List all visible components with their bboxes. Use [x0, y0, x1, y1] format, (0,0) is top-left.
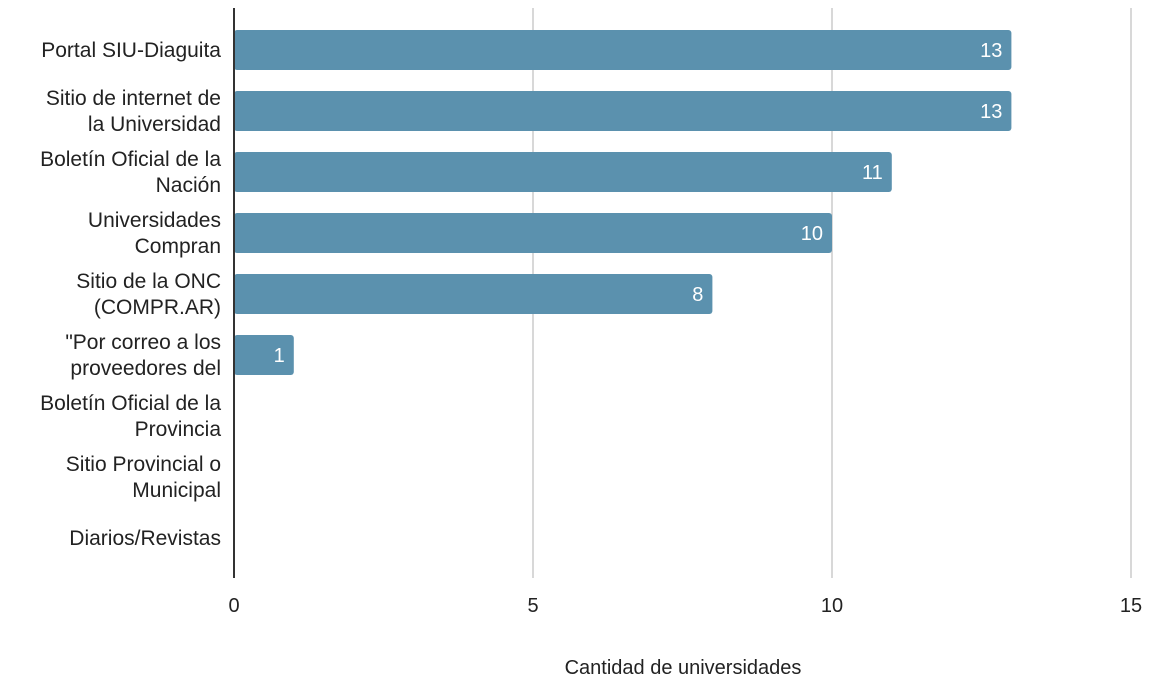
category-label-line: Boletín Oficial de la — [40, 392, 221, 415]
x-tick-label: 5 — [527, 595, 538, 617]
data-label: 8 — [692, 284, 703, 306]
category-label-line: Provincia — [135, 418, 222, 441]
category-label-line: Sitio Provincial o — [66, 453, 221, 476]
bar — [234, 274, 713, 314]
x-tick-label: 15 — [1120, 595, 1142, 617]
category-label-line: (COMPR.AR) — [94, 296, 221, 319]
category-label-line: Municipal — [132, 479, 221, 502]
bar — [234, 30, 1012, 70]
bar — [234, 335, 294, 375]
category-label-line: Diarios/Revistas — [69, 527, 221, 550]
category-label-line: Nación — [156, 174, 221, 197]
category-label: "Por correo a los proveedores del — [65, 331, 221, 380]
data-label: 13 — [980, 40, 1002, 62]
bar — [234, 213, 832, 253]
category-label-line: la Universidad — [88, 113, 221, 136]
x-tick-label: 0 — [228, 595, 239, 617]
data-label: 10 — [801, 223, 823, 245]
category-label: Portal SIU-Diaguita — [41, 39, 221, 62]
data-label: 1 — [274, 345, 285, 367]
category-label-line: Sitio de la ONC — [76, 270, 221, 293]
category-label-line: Boletín Oficial de la — [40, 148, 221, 171]
x-axis-title: Cantidad de universidades — [565, 657, 802, 679]
bar — [234, 152, 892, 192]
category-label: Boletín Oficial de la Nación — [40, 148, 221, 197]
category-label: Sitio de internet de la Universidad — [46, 87, 221, 136]
data-label: 11 — [862, 162, 883, 184]
category-label: Universidades Compran — [88, 209, 221, 258]
category-label-line: proveedores del — [70, 357, 221, 380]
category-label-line: Sitio de internet de — [46, 87, 221, 110]
bars — [234, 30, 1012, 375]
category-label: Sitio de la ONC (COMPR.AR) — [76, 270, 221, 319]
x-tick-label: 10 — [821, 595, 843, 617]
category-label-line: Universidades — [88, 209, 221, 232]
category-label-line: Portal SIU-Diaguita — [41, 39, 221, 62]
category-label-line: Compran — [135, 235, 221, 258]
category-label: Sitio Provincial o Municipal — [66, 453, 221, 502]
labels: 0 5 10 15 13 Portal SIU-Diaguita 13 Sitio de in… — [40, 39, 1142, 617]
category-label: Boletín Oficial de la Provincia — [40, 392, 221, 441]
bar — [234, 91, 1012, 131]
category-label-line: "Por correo a los — [65, 331, 221, 354]
category-label: Diarios/Revistas — [69, 527, 221, 550]
data-label: 13 — [980, 101, 1002, 123]
